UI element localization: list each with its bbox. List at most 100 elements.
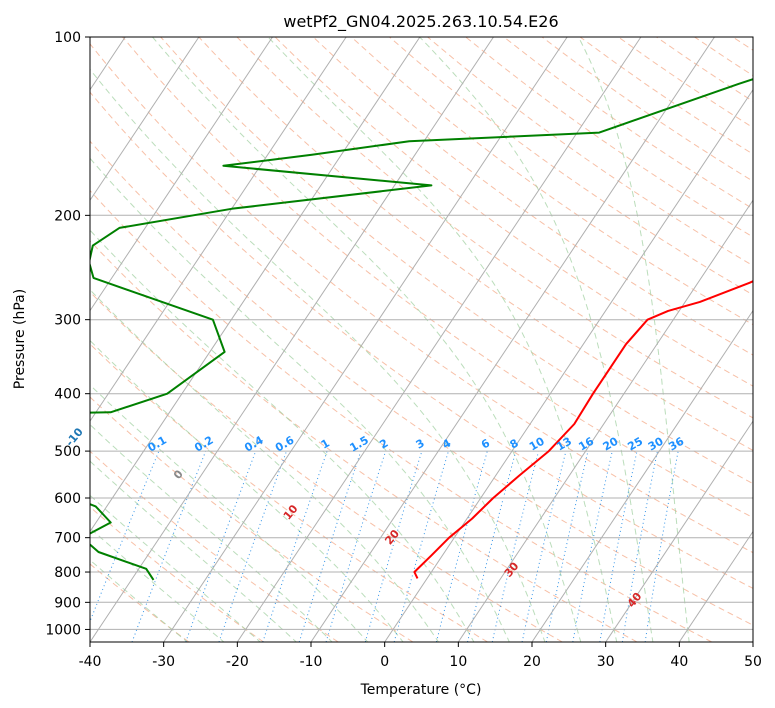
dry-adiabat bbox=[732, 37, 753, 51]
moist-adiabat-label: 40 bbox=[625, 590, 645, 610]
mixing-ratio-line bbox=[599, 450, 638, 642]
y-tick-label: 600 bbox=[54, 491, 81, 507]
moist-adiabat bbox=[90, 423, 333, 642]
x-axis-label: Temperature (°C) bbox=[360, 682, 482, 698]
dewpoint-profile bbox=[90, 78, 753, 581]
moist-adiabat bbox=[90, 68, 546, 642]
y-tick-label: 400 bbox=[54, 387, 81, 403]
moist-adiabat-label: 10 bbox=[281, 502, 301, 522]
dry-adiabat bbox=[771, 37, 775, 642]
x-tick-label: 10 bbox=[449, 654, 467, 670]
x-tick-label: 40 bbox=[670, 654, 688, 670]
mixing-ratio-label: 4 bbox=[440, 436, 453, 451]
moist-adiabat bbox=[90, 229, 475, 642]
mixing-ratio-line bbox=[364, 450, 423, 642]
plot-frame bbox=[89, 36, 754, 643]
dry-adiabat bbox=[90, 240, 638, 642]
dry-adiabat bbox=[236, 37, 753, 419]
mixing-ratio-line bbox=[90, 450, 160, 623]
mixing-ratio-line bbox=[467, 450, 517, 642]
moist-adiabat bbox=[90, 494, 261, 642]
x-tick-label: 0 bbox=[380, 654, 389, 670]
dry-adiabat bbox=[90, 140, 753, 626]
y-tick-label: 200 bbox=[54, 208, 81, 224]
moist-adiabat bbox=[90, 339, 404, 642]
y-tick-label: 1000 bbox=[45, 622, 81, 638]
mixing-ratio-label: 3 bbox=[414, 437, 427, 452]
moist-adiabat bbox=[152, 37, 582, 642]
isotherm-gridline bbox=[90, 37, 421, 533]
dry-adiabat bbox=[90, 563, 190, 642]
x-tick-label: 30 bbox=[597, 654, 615, 670]
moist-adiabat-label: 30 bbox=[502, 559, 522, 579]
y-tick-label: 300 bbox=[54, 313, 81, 329]
moist-adiabat bbox=[419, 37, 654, 642]
isotherm-gridline bbox=[310, 37, 715, 642]
mixing-ratio-line bbox=[185, 450, 257, 642]
dry-adiabat bbox=[274, 37, 753, 387]
isotherm-gridline bbox=[457, 199, 753, 642]
mixing-ratio-line bbox=[218, 450, 287, 642]
mixing-ratio-line bbox=[521, 450, 567, 642]
dry-adiabat bbox=[160, 37, 753, 485]
moist-adiabat bbox=[90, 384, 369, 642]
isotherm-gridline bbox=[90, 37, 347, 423]
y-axis-label: Pressure (hPa) bbox=[12, 289, 28, 389]
dry-adiabat bbox=[90, 396, 414, 642]
moist-adiabat bbox=[267, 37, 618, 642]
moist-adiabat bbox=[578, 37, 690, 642]
moist-adiabat bbox=[90, 527, 225, 642]
mixing-ratio-line bbox=[131, 450, 207, 642]
isotherm-gridline bbox=[678, 530, 753, 642]
y-tick-label: 800 bbox=[54, 565, 81, 581]
isotherm-gridline bbox=[90, 37, 494, 642]
data-lines bbox=[90, 78, 753, 581]
isotherm-gridline bbox=[531, 309, 753, 642]
dry-adiabat bbox=[90, 450, 339, 642]
dry-adiabat bbox=[90, 43, 753, 554]
dry-adiabat bbox=[351, 37, 753, 326]
dry-adiabat bbox=[90, 291, 563, 642]
dry-adiabat bbox=[90, 506, 264, 642]
mixing-ratio-label: 1 bbox=[319, 437, 332, 452]
x-tick-label: -30 bbox=[152, 654, 175, 670]
dry-adiabat bbox=[198, 37, 753, 451]
mixing-ratio-label: 2 bbox=[377, 437, 390, 452]
y-tick-label: 500 bbox=[54, 444, 81, 460]
y-tick-label: 700 bbox=[54, 531, 81, 547]
dry-adiabat bbox=[694, 37, 753, 77]
dry-adiabat bbox=[465, 37, 753, 238]
reference-lines bbox=[90, 37, 775, 642]
temperature-profile bbox=[413, 280, 753, 579]
mixing-ratio-line bbox=[325, 450, 387, 642]
mixing-ratio-label: 6 bbox=[479, 436, 492, 451]
isotherm-gridline bbox=[236, 37, 642, 642]
x-tick-label: -20 bbox=[226, 654, 249, 670]
dry-adiabat bbox=[389, 37, 753, 296]
chart-title: wetPf2_GN04.2025.263.10.54.E26 bbox=[283, 12, 558, 32]
isotherm-gridline bbox=[90, 37, 200, 202]
dry-adiabat bbox=[90, 189, 712, 642]
moist-adiabat bbox=[90, 559, 189, 642]
isotherm-gridline bbox=[90, 37, 273, 312]
dry-adiabat bbox=[579, 37, 753, 155]
y-tick-label: 100 bbox=[54, 30, 81, 46]
y-tick-label: 900 bbox=[54, 595, 81, 611]
isotherm-gridline bbox=[163, 37, 568, 642]
isotherm-gridline bbox=[752, 641, 753, 642]
dry-adiabat bbox=[656, 37, 753, 102]
mixing-ratio-line bbox=[545, 450, 589, 642]
axis-ticks: -40 -30 -20 -10 0 10 20 30 40 50 100 200 300 400 500 60… bbox=[45, 30, 762, 670]
moist-adiabat bbox=[90, 157, 510, 642]
grid bbox=[90, 37, 753, 642]
x-tick-label: -40 bbox=[79, 654, 102, 670]
isotherm-gridline bbox=[384, 88, 753, 642]
x-tick-label: 20 bbox=[523, 654, 541, 670]
dry-adiabat bbox=[312, 37, 753, 356]
x-tick-label: -10 bbox=[300, 654, 323, 670]
dry-adiabat bbox=[90, 343, 488, 642]
moist-adiabat bbox=[90, 289, 440, 642]
mixing-ratio-line bbox=[262, 450, 328, 642]
